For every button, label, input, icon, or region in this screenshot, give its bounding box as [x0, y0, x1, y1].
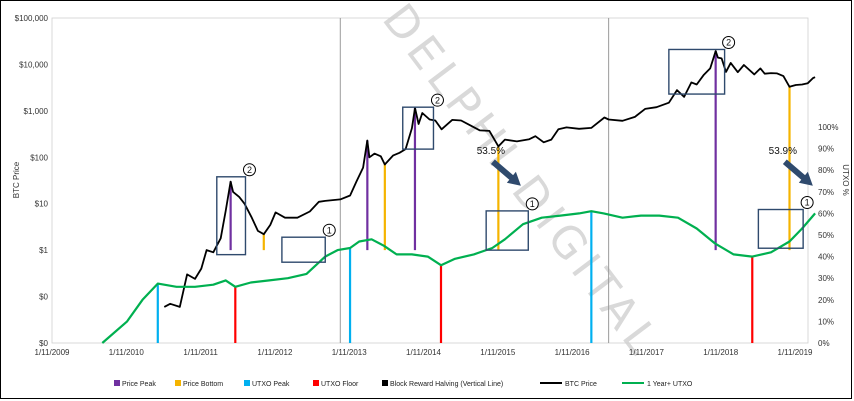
annotation-arrow: [782, 159, 808, 183]
x-tick-label: 1/11/2014: [406, 348, 442, 357]
box-number: 1: [327, 225, 332, 235]
y-right-tick-label: 0%: [818, 339, 830, 348]
y-right-tick-label: 70%: [818, 188, 834, 197]
box-number-circle: [430, 93, 444, 107]
box-number-circle: [800, 196, 814, 210]
highlight-box: [668, 48, 726, 95]
annotation-arrowhead: [506, 171, 521, 186]
highlight-boxes: 2 1 2 1 2 1: [216, 35, 814, 263]
y-right-tick-label: 30%: [818, 274, 834, 283]
highlight-box: [281, 236, 326, 263]
y-left-tick-label: $100,000: [15, 14, 49, 23]
x-tick-label: 1/11/2017: [629, 348, 665, 357]
box-number: 1: [530, 199, 535, 209]
vertical-markers: [156, 50, 791, 343]
y-right-tick-label: 40%: [818, 253, 834, 262]
y-left-tick-label: $1,000: [24, 107, 49, 116]
box-number-circle: [722, 35, 736, 49]
legend-label: Price Bottom: [183, 381, 223, 388]
legend-swatch: [175, 380, 181, 386]
x-tick-label: 1/11/2009: [35, 348, 71, 357]
box-number: 2: [726, 38, 731, 48]
y-left-tick-label: $0: [39, 293, 48, 302]
y-left-axis-label: BTC Price: [12, 161, 21, 198]
box-number: 1: [805, 198, 810, 208]
btc-price-line: [163, 50, 816, 308]
annotation-label: 53.9%: [769, 146, 797, 157]
box-number-circle: [525, 197, 539, 211]
legend-swatch: [244, 380, 250, 386]
y-right-tick-label: 20%: [818, 296, 834, 305]
highlight-box: [402, 106, 435, 150]
y-left-tick-label: $1: [39, 246, 48, 255]
legend-label: 1 Year+ UTXO: [647, 381, 693, 388]
legend-swatch: [114, 380, 120, 386]
x-tick-label: 1/11/2019: [778, 348, 814, 357]
y-left-tick-label: $100: [30, 153, 48, 162]
box-number-circle: [322, 223, 336, 237]
annotation-label: 53.5%: [477, 146, 505, 157]
box-number: 2: [435, 95, 440, 105]
y-left-tick-label: $0: [39, 339, 48, 348]
y-right-tick-label: 50%: [818, 231, 834, 240]
x-tick-label: 1/11/2013: [332, 348, 368, 357]
legend-swatch: [313, 380, 319, 386]
y-right-axis-label: UTXO %: [841, 164, 850, 196]
box-number: 2: [247, 165, 252, 175]
x-tick-label: 1/11/2016: [555, 348, 591, 357]
annotation-arrow: [490, 159, 516, 183]
highlight-box: [485, 210, 529, 251]
y-right-tick-label: 60%: [818, 209, 834, 218]
annotation-arrowhead: [798, 171, 813, 186]
watermark: DELPHI DIGITAL: [372, 0, 671, 368]
annotations: 53.5% 53.9%: [477, 146, 813, 186]
highlight-box: [216, 176, 247, 256]
box-number-circle: [242, 163, 256, 177]
highlight-box: [757, 208, 804, 249]
watermark-text: DELPHI DIGITAL: [372, 0, 671, 368]
legend-label: BTC Price: [565, 381, 597, 388]
axes: $0 $0 $1 $10 $100 $1,000 $10,000 $100,000 0% 10% 2…: [12, 14, 850, 357]
legend-swatch: [382, 380, 388, 386]
x-tick-label: 1/11/2012: [257, 348, 293, 357]
y-left-tick-label: $10,000: [19, 60, 48, 69]
x-tick-label: 1/11/2010: [109, 348, 145, 357]
legend-label: UTXO Peak: [252, 381, 290, 388]
y-left-tick-label: $10: [35, 200, 49, 209]
legend: Price Peak Price Bottom UTXO Peak UTXO Floo…: [114, 380, 693, 388]
x-tick-label: 1/11/2011: [183, 348, 218, 357]
legend-label: Block Reward Halving (Vertical Line): [390, 381, 503, 388]
series-lines: [101, 50, 816, 344]
legend-label: UTXO Floor: [321, 381, 359, 388]
y-right-tick-label: 80%: [818, 166, 834, 175]
y-right-tick-label: 90%: [818, 145, 834, 154]
utxo-line: [101, 210, 816, 344]
legend-label: Price Peak: [122, 381, 156, 388]
halving-lines: [339, 18, 610, 343]
x-tick-label: 1/11/2018: [703, 348, 739, 357]
y-right-tick-label: 10%: [818, 317, 834, 326]
x-tick-label: 1/11/2015: [480, 348, 516, 357]
y-right-tick-label: 100%: [818, 123, 838, 132]
